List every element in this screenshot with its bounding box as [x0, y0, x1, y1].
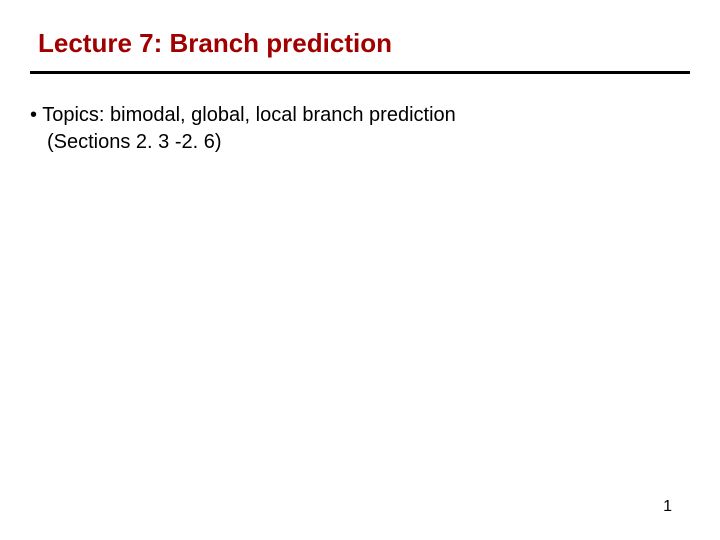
slide-title: Lecture 7: Branch prediction — [30, 28, 690, 59]
bullet-line1: Topics: bimodal, global, local branch pr… — [37, 104, 456, 126]
page-number: 1 — [663, 498, 672, 516]
bullet-line2: (Sections 2. 3 -2. 6) — [30, 129, 690, 156]
bullet-marker: • — [30, 104, 37, 126]
bullet-item: • Topics: bimodal, global, local branch … — [30, 102, 690, 156]
slide-container: Lecture 7: Branch prediction • Topics: b… — [0, 0, 720, 540]
title-underline — [30, 71, 690, 74]
